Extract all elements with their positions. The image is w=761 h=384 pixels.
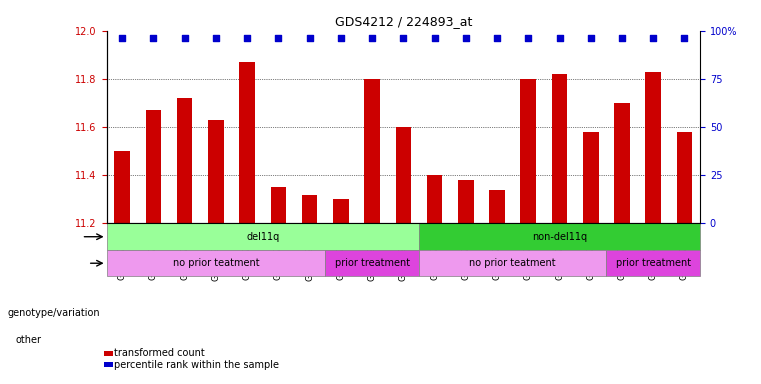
Point [148,35,160,41]
Point [584,35,597,41]
Point [553,35,565,41]
Text: other: other [15,335,41,345]
Bar [521,79,536,223]
Bar [458,180,473,223]
Text: genotype/variation: genotype/variation [8,308,100,318]
Bar [177,98,193,223]
Bar [145,110,161,223]
Text: transformed count: transformed count [114,348,205,358]
Bar [489,190,505,223]
Point [678,35,690,41]
Point [460,35,472,41]
Point [522,35,534,41]
FancyBboxPatch shape [107,223,419,250]
Bar [271,187,286,223]
Bar [365,79,380,223]
Point [397,35,409,41]
Point [116,35,129,41]
Bar [114,151,130,223]
Bar [645,72,661,223]
FancyBboxPatch shape [107,250,325,276]
Point [616,35,628,41]
FancyBboxPatch shape [325,250,419,276]
Text: non-del11q: non-del11q [532,232,587,242]
FancyBboxPatch shape [419,223,700,250]
Point [304,35,316,41]
Point [491,35,503,41]
Text: no prior teatment: no prior teatment [470,258,556,268]
Bar [333,199,349,223]
Point [647,35,659,41]
Text: prior treatment: prior treatment [616,258,691,268]
Bar [208,120,224,223]
FancyBboxPatch shape [419,250,607,276]
Title: GDS4212 / 224893_at: GDS4212 / 224893_at [335,15,472,28]
Text: prior treatment: prior treatment [335,258,409,268]
Bar [427,175,442,223]
Point [210,35,222,41]
Bar [302,195,317,223]
Point [335,35,347,41]
Text: del11q: del11q [246,232,279,242]
Bar [552,74,568,223]
Bar [677,132,693,223]
Point [179,35,191,41]
Point [241,35,253,41]
Bar [396,127,411,223]
Text: no prior teatment: no prior teatment [173,258,260,268]
Point [272,35,285,41]
FancyBboxPatch shape [607,250,700,276]
Bar [583,132,599,223]
Text: percentile rank within the sample: percentile rank within the sample [114,360,279,370]
Point [428,35,441,41]
Bar [239,62,255,223]
Bar [614,103,630,223]
Point [366,35,378,41]
